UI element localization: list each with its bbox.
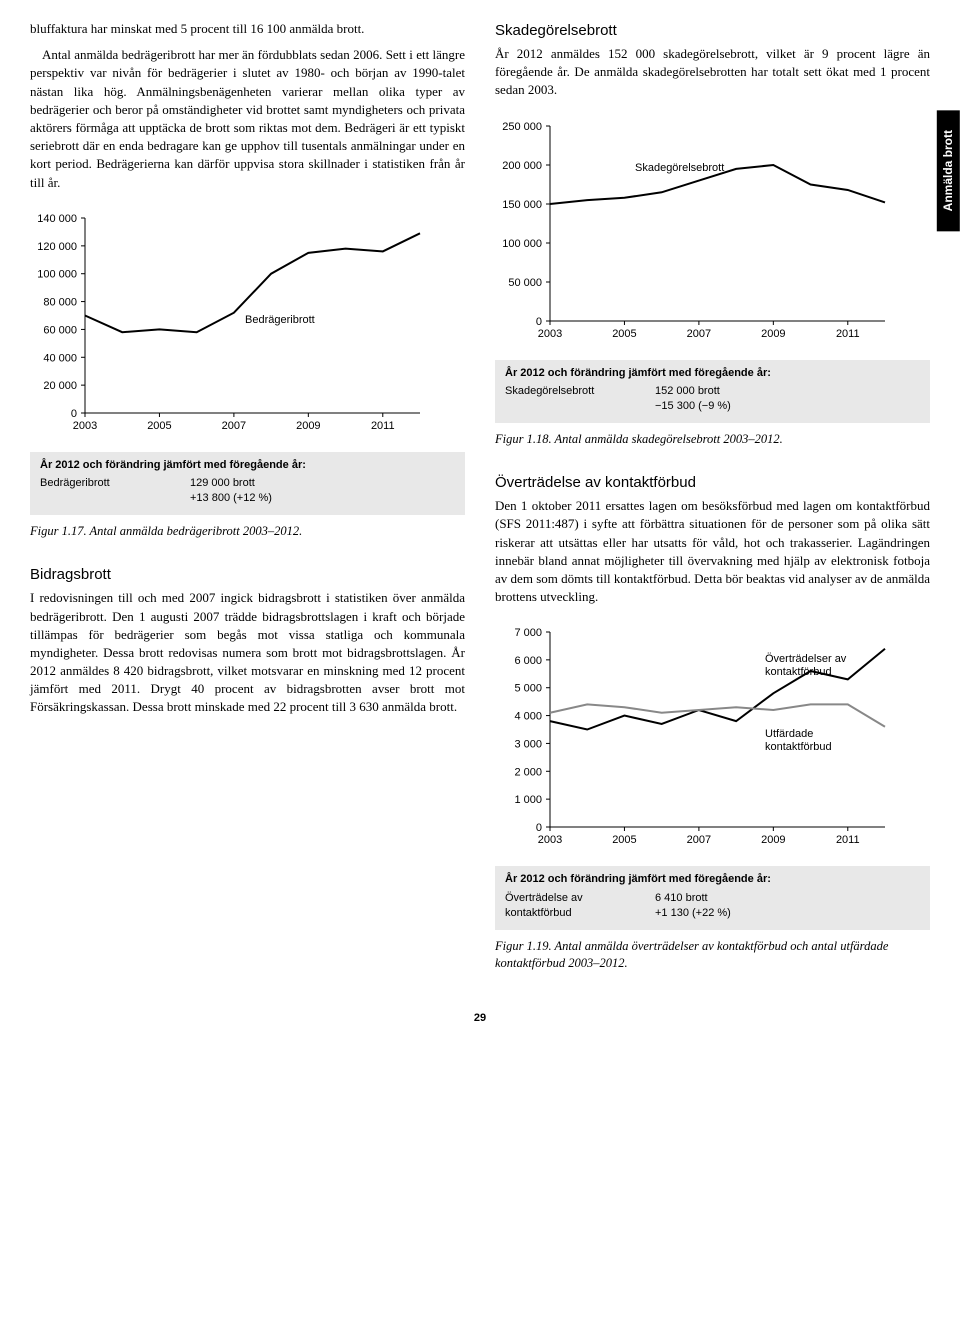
svg-text:80 000: 80 000 — [43, 296, 77, 308]
svg-text:0: 0 — [71, 408, 77, 420]
caption-title-2: År 2012 och förändring jämfört med föreg… — [505, 366, 920, 381]
svg-text:0: 0 — [536, 316, 542, 328]
svg-text:100 000: 100 000 — [502, 238, 542, 250]
svg-text:4 000: 4 000 — [514, 711, 542, 723]
svg-text:120 000: 120 000 — [37, 241, 77, 253]
svg-text:20 000: 20 000 — [43, 380, 77, 392]
svg-text:2003: 2003 — [538, 328, 562, 340]
svg-text:2003: 2003 — [73, 420, 97, 432]
svg-text:3 000: 3 000 — [514, 739, 542, 751]
svg-text:2009: 2009 — [761, 328, 785, 340]
svg-text:2009: 2009 — [296, 420, 320, 432]
svg-text:250 000: 250 000 — [502, 121, 542, 133]
caption-val-1a: 129 000 brott — [190, 476, 255, 491]
caption-label-3a: Överträdelse av — [505, 891, 655, 906]
svg-text:100 000: 100 000 — [37, 268, 77, 280]
caption-title-3: År 2012 och förändring jämfört med föreg… — [505, 872, 920, 887]
svg-text:2 000: 2 000 — [514, 767, 542, 779]
svg-text:6 000: 6 000 — [514, 655, 542, 667]
svg-text:140 000: 140 000 — [37, 213, 77, 225]
caption-title-1: År 2012 och förändring jämfört med föreg… — [40, 458, 455, 473]
svg-text:2011: 2011 — [836, 834, 860, 846]
heading-bidragsbrott: Bidragsbrott — [30, 564, 465, 585]
page-grid: Anmälda brott bluffaktura har minskat me… — [30, 20, 930, 987]
svg-text:40 000: 40 000 — [43, 352, 77, 364]
svg-text:5 000: 5 000 — [514, 683, 542, 695]
svg-text:Utfärdade: Utfärdade — [765, 728, 813, 740]
svg-text:Bedrägeribrott: Bedrägeribrott — [245, 314, 315, 326]
svg-text:60 000: 60 000 — [43, 324, 77, 336]
svg-text:2007: 2007 — [687, 834, 711, 846]
caption-box-2: År 2012 och förändring jämfört med föreg… — [495, 360, 930, 423]
svg-text:2003: 2003 — [538, 834, 562, 846]
svg-text:kontaktförbud: kontaktförbud — [765, 741, 832, 753]
svg-text:Skadegörelsebrott: Skadegörelsebrott — [635, 162, 724, 174]
side-tab: Anmälda brott — [937, 110, 960, 231]
left-para2: I redovisningen till och med 2007 ingick… — [30, 589, 465, 716]
fig-caption-2: Figur 1.18. Antal anmälda skadegörelsebr… — [495, 431, 930, 449]
svg-text:200 000: 200 000 — [502, 160, 542, 172]
svg-text:1 000: 1 000 — [514, 795, 542, 807]
caption-label-3b: kontaktförbud — [505, 906, 655, 921]
chart-bedrageribrott: 0 20 000 40 000 60 000 80 000 100 000 120 000 1… — [30, 208, 465, 438]
heading-kontaktforbud: Överträdelse av kontaktförbud — [495, 472, 930, 493]
right-para1: År 2012 anmäldes 152 000 skadegörelsebro… — [495, 45, 930, 100]
fig-caption-3: Figur 1.19. Antal anmälda överträdelser … — [495, 938, 930, 973]
heading-skadegorelse: Skadegörelsebrott — [495, 20, 930, 41]
chart-skadegorelse: 0 50 000 100 000 150 000 200 000 250 000 2003 2… — [495, 116, 930, 346]
page-number: 29 — [30, 1011, 930, 1026]
svg-text:0: 0 — [536, 822, 542, 834]
chart-kontaktforbud: 0 1 000 2 000 3 000 4 000 5 000 6 000 7 000 2003… — [495, 622, 930, 852]
caption-label-2: Skadegörelsebrott — [505, 384, 655, 399]
svg-text:7 000: 7 000 — [514, 627, 542, 639]
left-column: bluffaktura har minskat med 5 procent ti… — [30, 20, 465, 987]
svg-text:2007: 2007 — [222, 420, 246, 432]
svg-text:2011: 2011 — [836, 328, 860, 340]
svg-text:150 000: 150 000 — [502, 199, 542, 211]
svg-text:2005: 2005 — [147, 420, 171, 432]
svg-text:2011: 2011 — [371, 420, 395, 432]
left-intro: bluffaktura har minskat med 5 procent ti… — [30, 20, 465, 38]
svg-text:kontaktförbud: kontaktförbud — [765, 666, 832, 678]
svg-text:50 000: 50 000 — [508, 277, 542, 289]
caption-box-3: År 2012 och förändring jämfört med föreg… — [495, 866, 930, 929]
svg-text:2005: 2005 — [612, 834, 636, 846]
caption-val-3b: +1 130 (+22 %) — [655, 906, 731, 921]
caption-val-2b: −15 300 (−9 %) — [655, 399, 731, 414]
svg-text:2005: 2005 — [612, 328, 636, 340]
fig-caption-1: Figur 1.17. Antal anmälda bedrägeribrott… — [30, 523, 465, 541]
svg-text:Överträdelser av: Överträdelser av — [765, 653, 847, 665]
caption-label-1: Bedrägeribrott — [40, 476, 190, 491]
caption-val-1b: +13 800 (+12 %) — [190, 491, 272, 506]
svg-text:2009: 2009 — [761, 834, 785, 846]
svg-text:2007: 2007 — [687, 328, 711, 340]
left-para1: Antal anmälda bedrägeribrott har mer än … — [30, 46, 465, 192]
right-column: Skadegörelsebrott År 2012 anmäldes 152 0… — [495, 20, 930, 987]
caption-box-1: År 2012 och förändring jämfört med föreg… — [30, 452, 465, 515]
right-para2: Den 1 oktober 2011 ersattes lagen om bes… — [495, 497, 930, 606]
caption-val-3a: 6 410 brott — [655, 891, 708, 906]
caption-val-2a: 152 000 brott — [655, 384, 720, 399]
